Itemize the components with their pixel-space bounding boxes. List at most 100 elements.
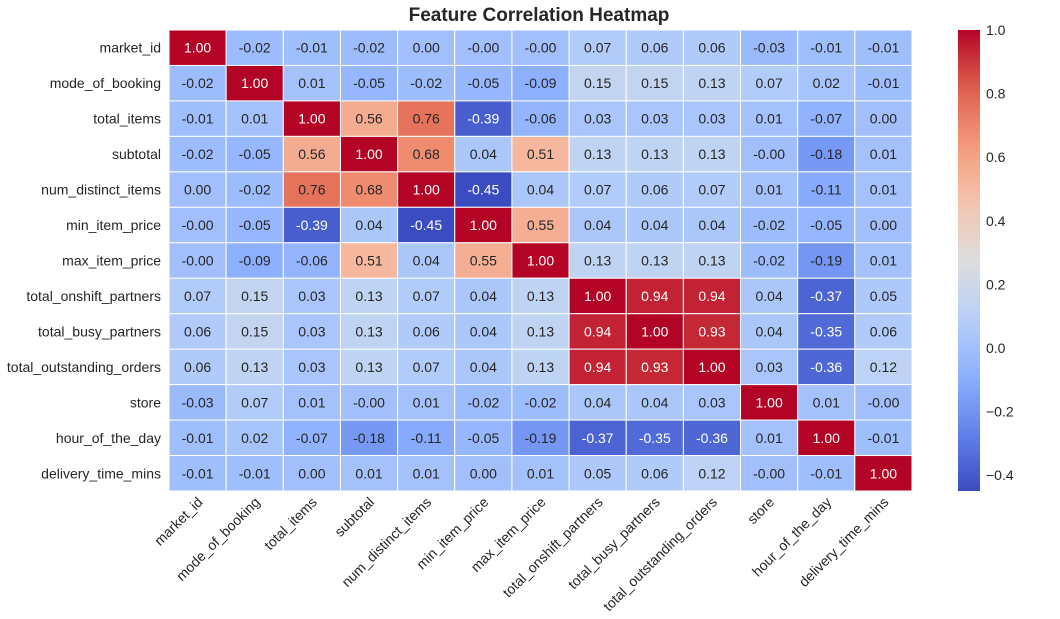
- y-tick-label: mode_of_booking: [50, 75, 161, 91]
- heatmap-cell: [511, 135, 570, 173]
- heatmap-cell: [797, 384, 856, 421]
- cell-value-label: 1.00: [584, 288, 611, 304]
- cell-value-label: 0.03: [641, 111, 668, 127]
- heatmap-cell: [568, 455, 627, 492]
- heatmap-cell: [797, 242, 856, 279]
- y-tick-label: delivery_time_mins: [41, 465, 161, 481]
- cell-value-label: 0.55: [470, 253, 497, 269]
- cell-value-label: 1.00: [355, 146, 382, 162]
- cell-value-label: 0.13: [584, 253, 611, 269]
- cell-value-label: 0.13: [355, 288, 382, 304]
- heatmap-cell: [568, 29, 627, 66]
- cell-value-label: -0.02: [525, 394, 557, 410]
- heatmap-cell: [854, 171, 913, 208]
- heatmap-cell: [282, 384, 341, 421]
- heatmap-cell: [339, 348, 399, 386]
- heatmap-cell: [797, 135, 856, 173]
- cell-value-label: -0.00: [467, 40, 499, 56]
- heatmap-cell: [225, 64, 284, 102]
- cell-value-label: 0.03: [298, 288, 325, 304]
- cell-value-label: 0.06: [641, 182, 668, 198]
- heatmap-cell: [625, 29, 684, 66]
- heatmap-cell: [854, 384, 913, 421]
- heatmap-cell: [854, 135, 913, 173]
- cell-value-label: -0.37: [582, 430, 614, 446]
- cell-value-label: 0.04: [470, 288, 497, 304]
- cell-value-label: 0.03: [698, 394, 725, 410]
- cell-value-label: 0.03: [298, 359, 325, 375]
- cell-value-label: -0.01: [239, 465, 271, 481]
- heatmap-cell: [797, 171, 856, 208]
- heatmap-cell: [682, 64, 742, 102]
- cell-value-label: -0.07: [296, 430, 328, 446]
- cell-value-label: 0.01: [355, 465, 382, 481]
- heatmap-cell: [797, 64, 856, 102]
- cell-value-label: 0.01: [413, 465, 440, 481]
- heatmap-cell: [625, 348, 684, 386]
- cell-value-label: 0.01: [870, 253, 897, 269]
- heatmap-cell: [568, 348, 627, 386]
- heatmap-cell: [397, 135, 456, 173]
- heatmap-cell: [397, 348, 456, 386]
- heatmap-cell: [682, 29, 742, 66]
- heatmap-cell: [511, 171, 570, 208]
- cell-value-label: 0.03: [698, 111, 725, 127]
- heatmap-cell: [339, 313, 399, 350]
- cell-value-label: 0.13: [355, 359, 382, 375]
- cell-value-label: 1.00: [698, 359, 725, 375]
- colorbar-tick-label: 0.0: [986, 340, 1006, 356]
- heatmap-cell: [682, 313, 742, 350]
- heatmap-cell: [282, 100, 341, 137]
- heatmap-cell: [511, 206, 570, 244]
- heatmap-cell: [225, 277, 284, 315]
- cell-value-label: 0.15: [584, 75, 611, 91]
- heatmap-cell: [397, 277, 456, 315]
- cell-value-label: -0.37: [810, 288, 842, 304]
- heatmap-cell: [854, 100, 913, 137]
- cell-value-label: 0.07: [584, 40, 611, 56]
- heatmap-cell: [568, 135, 627, 173]
- heatmap-cell: [225, 242, 284, 279]
- heatmap-cell: [568, 64, 627, 102]
- heatmap-cell: [339, 455, 399, 492]
- cell-value-label: 0.01: [241, 111, 268, 127]
- heatmap-cell: [511, 455, 570, 492]
- heatmap-cell: [168, 29, 227, 66]
- cell-value-label: -0.39: [296, 217, 328, 233]
- cell-value-label: 0.07: [413, 359, 440, 375]
- heatmap-cell: [740, 135, 799, 173]
- cell-value-label: 0.13: [698, 146, 725, 162]
- heatmap-cell: [454, 64, 513, 102]
- cell-value-label: 0.13: [527, 359, 554, 375]
- cell-value-label: -0.35: [810, 323, 842, 339]
- heatmap-cell: [740, 242, 799, 279]
- cell-value-label: -0.02: [239, 182, 271, 198]
- cell-value-label: 0.00: [298, 465, 325, 481]
- cell-value-label: 0.06: [641, 465, 668, 481]
- cell-value-label: 0.06: [184, 359, 211, 375]
- heatmap-cell: [740, 64, 799, 102]
- cell-value-label: 0.07: [755, 75, 782, 91]
- cell-value-label: -0.05: [239, 146, 271, 162]
- cell-value-label: 0.04: [470, 323, 497, 339]
- cell-value-label: -0.00: [525, 40, 557, 56]
- heatmap-cell: [168, 419, 227, 457]
- heatmap-cell: [797, 29, 856, 66]
- cell-value-label: -0.45: [467, 182, 499, 198]
- cell-value-label: -0.02: [467, 394, 499, 410]
- cell-value-label: -0.01: [867, 430, 899, 446]
- cell-value-label: 0.07: [584, 182, 611, 198]
- cell-value-label: 0.00: [184, 182, 211, 198]
- heatmap-cell: [282, 242, 341, 279]
- heatmap-cell: [682, 277, 742, 315]
- heatmap-cell: [797, 100, 856, 137]
- heatmap-cell: [854, 348, 913, 386]
- cell-value-label: 0.94: [641, 288, 668, 304]
- cell-value-label: 0.01: [813, 394, 840, 410]
- heatmap-cell: [511, 242, 570, 279]
- cell-value-label: 0.51: [527, 146, 554, 162]
- cell-value-label: 0.15: [241, 288, 268, 304]
- cell-value-label: -0.05: [467, 430, 499, 446]
- cell-value-label: -0.07: [810, 111, 842, 127]
